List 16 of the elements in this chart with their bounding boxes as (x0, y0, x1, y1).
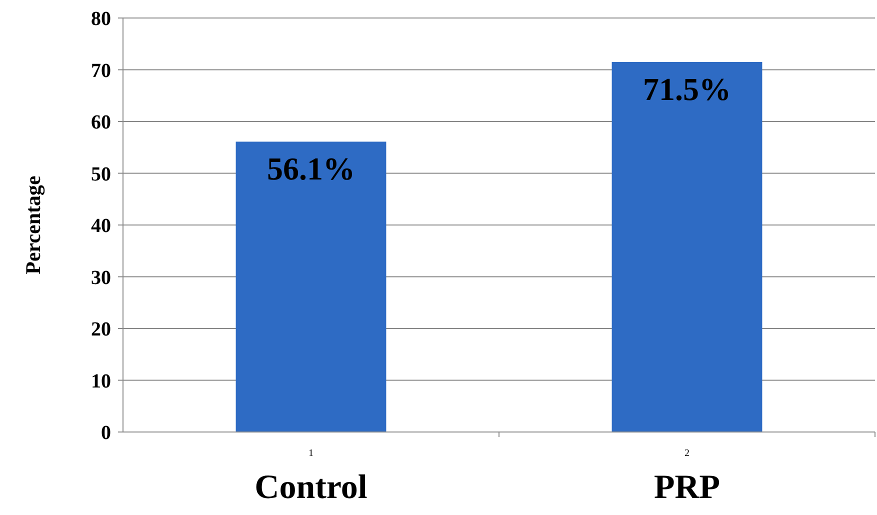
y-axis-title: Percentage (21, 176, 45, 274)
text: PRP (654, 469, 720, 506)
y-tick-label: 20 (91, 318, 111, 340)
x-tick-label: 1 (308, 448, 314, 459)
y-tick-label: 0 (101, 422, 111, 444)
y-tick-label: 80 (91, 8, 111, 30)
y-tick-label: 70 (91, 60, 111, 82)
y-tick-label: 50 (91, 163, 111, 186)
y-tick-label: 10 (91, 370, 111, 392)
x-tick-label: 2 (684, 448, 690, 459)
data-label: 71.5% (643, 70, 731, 107)
data-label: 56.1% (267, 150, 355, 187)
y-tick-label: 60 (91, 112, 111, 134)
text: Control (254, 469, 368, 506)
y-tick-label: 30 (91, 266, 111, 289)
y-tick-label: 40 (91, 215, 111, 237)
